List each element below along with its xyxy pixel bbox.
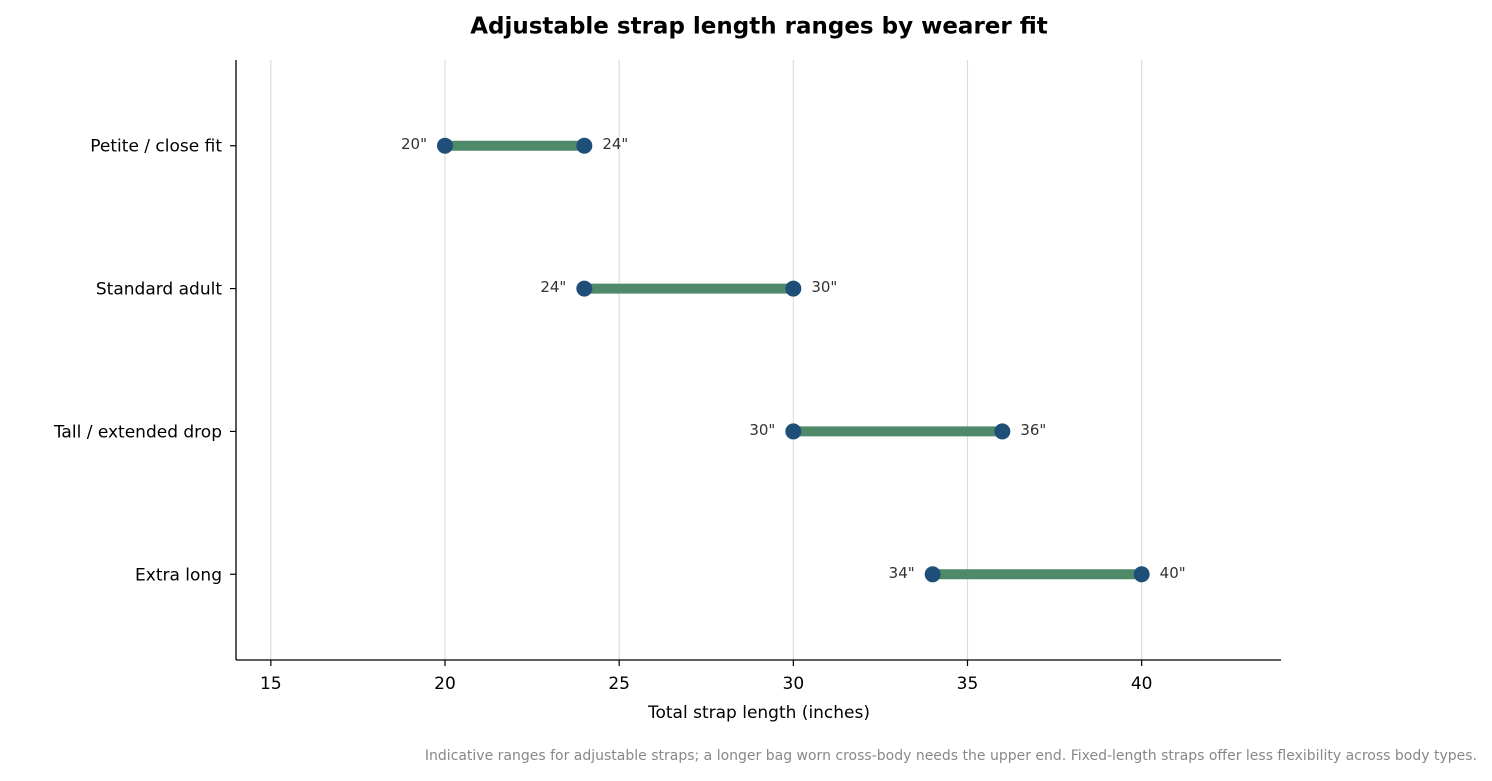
- low-dot: [437, 137, 453, 154]
- x-tick-label: 25: [608, 674, 630, 694]
- x-tick-label: 40: [1131, 674, 1153, 694]
- high-label: 30": [811, 278, 837, 296]
- high-label: 40": [1160, 564, 1186, 582]
- low-dot: [785, 423, 802, 440]
- high-label: 36": [1020, 421, 1046, 439]
- y-tick-label: Standard adult: [96, 280, 222, 300]
- low-label: 20": [401, 135, 427, 153]
- low-label: 30": [749, 421, 775, 439]
- high-dot: [576, 137, 593, 154]
- high-dot: [1133, 566, 1150, 583]
- low-label: 34": [889, 564, 915, 582]
- footnote: Indicative ranges for adjustable straps;…: [425, 748, 1477, 764]
- high-dot: [994, 423, 1011, 440]
- y-tick-label: Extra long: [135, 565, 222, 585]
- y-tick-label: Petite / close fit: [90, 137, 222, 157]
- x-tick-label: 20: [434, 674, 456, 694]
- low-dot: [924, 566, 941, 583]
- chart-title: Adjustable strap length ranges by wearer…: [470, 14, 1048, 40]
- high-label: 24": [602, 135, 628, 153]
- low-label: 24": [540, 278, 566, 296]
- x-tick-label: 30: [783, 674, 805, 694]
- x-tick-label: 35: [957, 674, 979, 694]
- y-tick-label: Tall / extended drop: [53, 422, 222, 442]
- x-tick-label: 15: [260, 674, 282, 694]
- low-dot: [576, 280, 593, 297]
- x-axis-label: Total strap length (inches): [647, 703, 870, 723]
- high-dot: [785, 280, 802, 297]
